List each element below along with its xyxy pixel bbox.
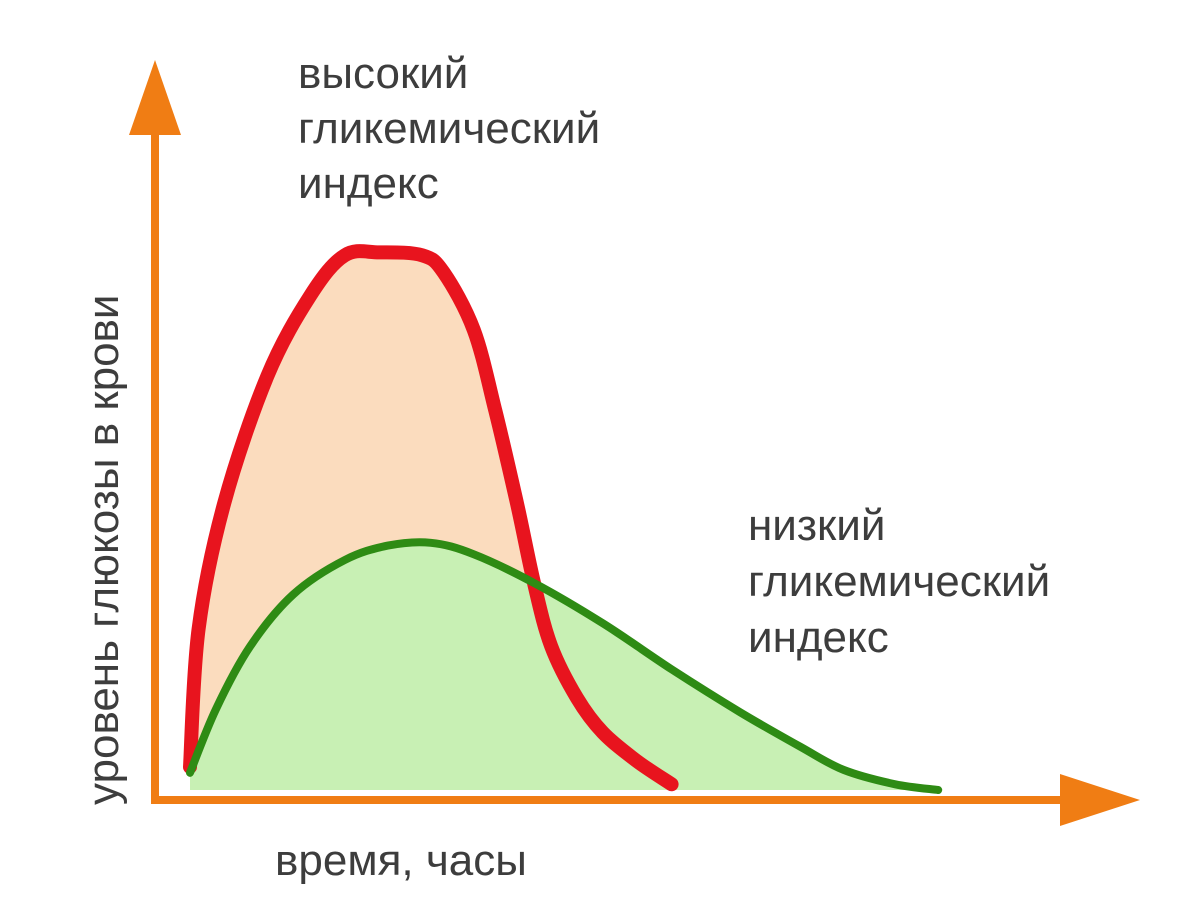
x-axis-label: время, часы [275,836,527,885]
low-gi-label-line-3: индекс [748,613,889,662]
y-axis-label: уровень глюкозы в крови [79,295,128,806]
low-gi-label-line-1: низкий [748,501,885,550]
low-gi-label-line-2: гликемический [748,557,1050,606]
axes [129,60,1140,826]
high-gi-label-line-2: гликемический [298,104,600,153]
high-gi-label-line-1: высокий [298,49,468,98]
x-axis-arrow [1060,774,1140,826]
low-gi-curve [186,538,943,794]
high-gi-curve [183,244,679,792]
series-lines [183,244,943,794]
series-labels: высокий гликемический индекс низкий глик… [298,49,1050,662]
y-axis-arrow [129,60,181,135]
high-gi-label-line-3: индекс [298,159,439,208]
